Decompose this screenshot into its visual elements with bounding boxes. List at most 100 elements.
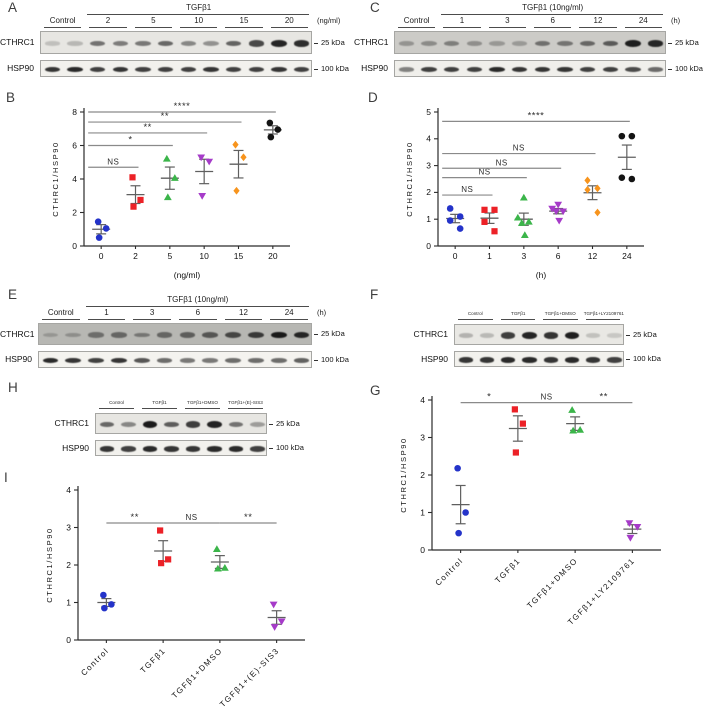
y-tick-label: 3 [66,522,71,532]
significance-label: NS [185,513,197,522]
data-point [633,524,642,531]
blot-box [394,60,666,77]
significance-label: NS [540,393,552,402]
western-blot-sis3: Control TGFβ1 TGFβ1+DMSO TGFβ1+(E)-SIS3 CTHR… [0,400,354,470]
protein-band [443,41,460,46]
data-point [462,509,469,516]
y-tick-label: 4 [72,174,77,184]
protein-band [557,40,573,47]
protein-band [121,446,136,452]
protein-label: CTHRC1 [354,37,389,47]
data-point [554,201,563,209]
x-tick-label: 0 [453,251,458,261]
protein-band [157,40,174,47]
protein-band [293,331,310,339]
protein-label: HSP90 [62,443,89,453]
lane-group-underline [443,27,481,28]
protein-band [522,332,537,339]
kda-marker: 25 kDa [321,37,345,47]
lane-group-underline [398,27,436,28]
western-blot-time-course: TGFβ1 (10ng/ml) Control 1 3 6 12 24 (h) CTHRC1 25… [354,3,708,88]
scatter-plot-sis3: 0 1 2 3 4 CTHRC1/HSP90 Control TGFβ1 TGFβ1+DMSOT… [45,485,305,709]
lane-group-label: 5 [151,16,156,25]
data-point [517,219,526,226]
blot-box [95,413,267,434]
marker-tick [314,68,318,70]
significance-label: NS [513,144,525,153]
blot-box [454,324,624,345]
protein-band [65,357,82,364]
protein-band [99,421,114,428]
y-tick-label: 0 [66,635,71,645]
protein-band [647,67,664,72]
lane-group-label: 24 [284,308,294,317]
data-point [584,185,591,194]
marker-tick [269,448,273,449]
x-tick-label: TGFβ1 [139,646,168,675]
data-point [584,176,591,185]
x-tick-label: 10 [199,251,209,261]
protein-band [466,66,483,73]
significance-label: * [128,135,132,146]
x-tick-label: Control [79,646,111,678]
protein-band [248,66,265,73]
data-point [213,564,222,572]
significance-label: ** [143,122,151,133]
blot-box [394,31,666,54]
data-point [108,601,115,608]
data-point [594,184,601,193]
protein-band [133,332,150,338]
protein-band [164,421,179,428]
panel-label-a: A [8,0,18,15]
protein-band [202,358,219,363]
protein-label: CTHRC1 [54,418,89,428]
lane-group-underline [225,27,263,28]
data-point [454,464,461,472]
data-point [628,175,636,183]
y-tick-label: 6 [72,140,77,150]
lane-group-label: Control [467,311,483,317]
protein-band [602,40,619,47]
significance-label: **** [174,101,191,112]
protein-label: CTHRC1 [413,329,448,339]
data-point [212,545,221,552]
unit-label: (ng/ml) [317,16,341,25]
protein-band [179,358,196,363]
lane-group-label: Control [109,400,124,406]
protein-band [42,332,59,338]
panel-label-g: G [370,383,381,398]
lane-group-label: 6 [550,16,555,25]
protein-band [586,357,601,363]
data-point [456,225,464,232]
protein-label: HSP90 [7,63,34,73]
protein-band [466,41,483,46]
x-tick-label: TGFβ1+DMSO [170,646,224,700]
lane-group-label: 3 [505,16,510,25]
lane-group-label: Control [47,308,74,317]
y-tick-label: 4 [66,485,71,495]
marker-tick [626,359,630,360]
data-point [100,591,107,599]
data-point [101,604,108,612]
protein-band [271,40,287,47]
y-tick-label: 2 [66,560,71,570]
panel-label-b: B [6,90,16,105]
marker-tick [314,359,318,361]
lane-group-underline [270,319,308,320]
data-point [269,601,278,609]
y-tick-label: 0 [420,545,425,555]
protein-band [99,446,114,452]
y-tick-label: 0 [426,241,431,251]
lane-group-underline [543,319,578,320]
kda-marker: 100 kDa [675,63,703,73]
protein-band [564,357,579,363]
kda-marker: 25 kDa [675,37,699,47]
protein-band [67,41,83,46]
protein-band [543,357,558,363]
y-axis-label: CTHRC1/HSP90 [45,527,54,602]
protein-band [156,332,173,338]
lane-group-label: 6 [195,308,201,317]
data-point [170,174,179,181]
